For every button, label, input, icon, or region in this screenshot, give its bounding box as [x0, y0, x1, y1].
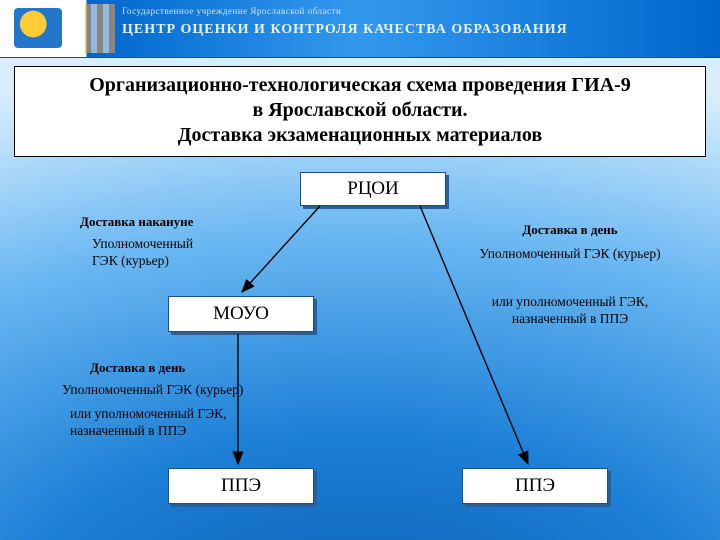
- node-rcoi-label: РЦОИ: [347, 178, 398, 200]
- header-stripe: [85, 4, 115, 53]
- title-line-2: в Ярославской области.: [23, 98, 697, 123]
- label-right-top-sub: Уполномоченный ГЭК (курьер): [450, 246, 690, 263]
- label-left-top-heading: Доставка накануне: [80, 214, 250, 230]
- node-ppe-left: ППЭ: [168, 468, 314, 504]
- node-ppe-left-label: ППЭ: [221, 475, 261, 497]
- node-ppe-right: ППЭ: [462, 468, 608, 504]
- title-line-3: Доставка экзаменационных материалов: [23, 123, 697, 148]
- title-line-1: Организационно-технологическая схема про…: [23, 73, 697, 98]
- page-title: Организационно-технологическая схема про…: [14, 66, 706, 157]
- label-right-top-heading: Доставка в день: [470, 222, 670, 238]
- header-subtitle: Государственное учреждение Ярославской о…: [122, 6, 341, 16]
- label-left-top-sub: Уполномоченный ГЭК (курьер): [92, 236, 242, 270]
- label-left-mid-sub1: Уполномоченный ГЭК (курьер): [62, 382, 292, 399]
- label-right-sub2: или уполномоченный ГЭК, назначенный в ПП…: [460, 294, 680, 328]
- node-ppe-right-label: ППЭ: [515, 475, 555, 497]
- node-rcoi: РЦОИ: [300, 172, 446, 206]
- header-logo: [14, 8, 62, 48]
- node-mouo-label: МОУО: [213, 303, 269, 325]
- label-left-mid-heading: Доставка в день: [90, 360, 270, 376]
- node-mouo: МОУО: [168, 296, 314, 332]
- header-banner: Государственное учреждение Ярославской о…: [0, 0, 720, 58]
- label-left-mid-sub2: или уполномоченный ГЭК, назначенный в ПП…: [70, 406, 290, 440]
- header-title: ЦЕНТР ОЦЕНКИ И КОНТРОЛЯ КАЧЕСТВА ОБРАЗОВ…: [122, 22, 568, 38]
